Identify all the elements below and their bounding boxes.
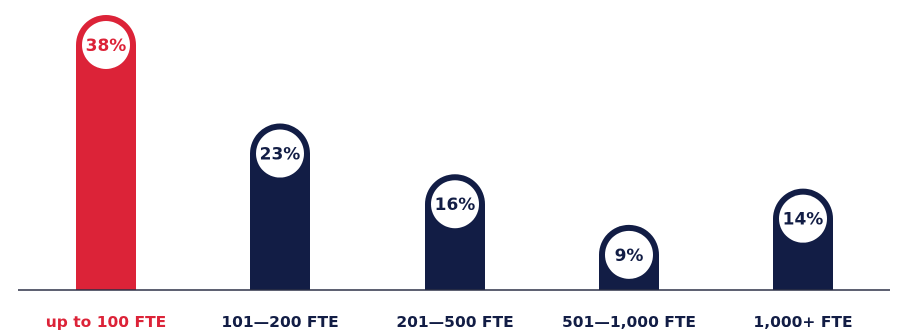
- category-label-2: 101—200 FTE: [221, 313, 338, 331]
- bars-group: 38% 23% 16% 9% 14%: [76, 15, 833, 290]
- bar-1: [76, 15, 136, 290]
- value-label-4: 9%: [615, 246, 644, 266]
- value-badge-3: [431, 180, 479, 229]
- value-label-2: 23%: [260, 145, 301, 165]
- value-badge-1: [82, 21, 130, 69]
- category-label-3: 201—500 FTE: [396, 313, 513, 331]
- category-label-4: 501—1,000 FTE: [562, 313, 696, 331]
- category-label-1: up to 100 FTE: [46, 313, 166, 331]
- value-label-5: 14%: [783, 210, 824, 230]
- value-badge-4: [605, 230, 653, 279]
- value-badge-5: [779, 194, 827, 243]
- value-label-3: 16%: [435, 195, 476, 215]
- value-badge-2: [256, 129, 304, 178]
- value-label-1: 38%: [86, 36, 127, 56]
- category-label-5: 1,000+ FTE: [753, 313, 852, 331]
- category-labels-group: up to 100 FTE 101—200 FTE 201—500 FTE 501—1…: [46, 313, 853, 331]
